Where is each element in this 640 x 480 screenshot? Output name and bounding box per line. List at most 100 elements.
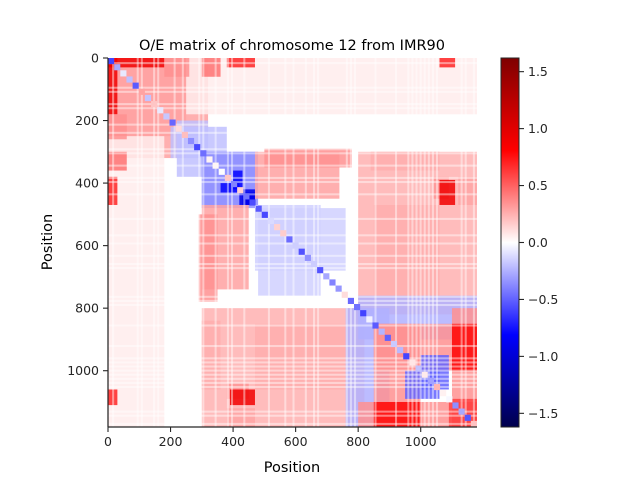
heatmap-stripe: [108, 365, 477, 368]
heatmap-block: [226, 58, 255, 68]
colorbar-tick-label: 0.5: [528, 178, 548, 193]
heatmap-block: [439, 58, 456, 68]
diagonal-cell: [329, 279, 336, 286]
heatmap-stripe: [472, 58, 475, 427]
diagonal-cell: [304, 254, 311, 261]
diagonal-cell: [354, 304, 361, 311]
heatmap-block: [108, 58, 118, 115]
heatmap-stripe: [374, 58, 377, 427]
heatmap-stripe: [108, 386, 477, 389]
heatmap-stripe: [407, 58, 410, 427]
heatmap-stripe: [231, 58, 234, 427]
heatmap-block: [164, 58, 190, 77]
heatmap-block: [201, 58, 221, 77]
diagonal-cell: [206, 156, 213, 163]
colorbar-tick-label: −0.5: [528, 292, 558, 307]
diagonal-cell: [323, 273, 330, 280]
diagonal-cell: [157, 107, 164, 114]
heatmap-stripe: [108, 90, 477, 93]
x-tick-label: 800: [346, 434, 370, 449]
diagonal-cell: [120, 70, 127, 77]
heatmap-stripe: [436, 58, 439, 427]
colorbar-gradient: [500, 57, 520, 428]
heatmap-block: [233, 170, 243, 190]
heatmap-stripe: [108, 299, 477, 302]
diagonal-cell: [249, 199, 256, 206]
heatmap-stripe: [108, 304, 477, 307]
axes: 0 200 400 600 800 1000 0 200 400 600 800 1000: [67, 51, 477, 449]
heatmap-block: [108, 176, 118, 205]
diagonal-cell: [175, 125, 182, 132]
diagonal-cell: [464, 414, 471, 421]
y-tick-label: 0: [91, 51, 99, 66]
heatmap-stripe: [313, 58, 316, 427]
heatmap-stripe: [108, 103, 477, 106]
y-axis-label: Position: [40, 214, 56, 270]
heatmap-stripe: [108, 267, 477, 270]
y-tick-label: 400: [75, 176, 99, 191]
diagonal-cell: [310, 260, 318, 268]
diagonal-cell: [421, 371, 428, 378]
diagonal-cell: [378, 328, 385, 335]
diagonal-cell: [181, 131, 188, 138]
colorbar: −1.5 −1.0 −0.5 0.0 0.5 1.0 1.5: [500, 57, 558, 428]
heatmap-block: [220, 183, 240, 193]
heatmap-stripe: [108, 217, 477, 220]
diagonal-cell: [255, 205, 262, 212]
heatmap-block: [229, 389, 255, 406]
diagonal-cell: [470, 420, 477, 427]
colorbar-tick-label: −1.0: [528, 349, 558, 364]
heatmap-stripe: [108, 123, 477, 126]
heatmap-stripe: [108, 361, 477, 364]
heatmap-block: [108, 389, 118, 406]
heatmap-stripe: [108, 345, 477, 348]
x-tick-label: 600: [284, 434, 308, 449]
heatmap-block: [451, 323, 477, 371]
heatmap-stripe: [284, 58, 287, 427]
diagonal-cell: [433, 383, 441, 391]
heatmap-stripe: [108, 357, 477, 360]
heatmap-block: [201, 308, 365, 427]
diagonal-cell: [415, 365, 422, 372]
heatmap-stripe: [108, 369, 477, 372]
heatmap-stripe: [431, 58, 434, 427]
diagonal-cell: [390, 340, 398, 348]
heatmap-stripe: [108, 377, 477, 380]
colorbar-tick-label: 0.0: [528, 235, 548, 250]
heatmap-stripe: [354, 58, 357, 427]
heatmap-stripe: [108, 107, 477, 110]
diagonal-cell: [169, 119, 176, 126]
heatmap-stripe: [243, 58, 246, 427]
diagonal-cell: [267, 217, 275, 225]
diagonal-cell: [335, 285, 342, 292]
heatmap-stripe: [108, 148, 477, 151]
diagonal-cell: [292, 242, 299, 249]
diagonal-cell: [224, 174, 231, 181]
heatmap-stripe: [267, 58, 270, 427]
heatmap-stripe: [108, 381, 477, 384]
heatmap-stripe: [108, 234, 477, 237]
diagonal-cell: [114, 64, 121, 71]
diagonal-cell: [372, 322, 379, 329]
heatmap-stripe: [108, 414, 477, 417]
heatmap-stripe: [108, 324, 477, 327]
heatmap-block: [108, 114, 127, 140]
diagonal-cell: [384, 334, 391, 341]
heatmap-stripe: [108, 193, 477, 196]
heatmap-stripe: [108, 410, 477, 413]
diagonal-cell: [243, 193, 250, 200]
diagonal-cell: [274, 224, 281, 231]
heatmap-block: [358, 151, 477, 315]
x-tick-label: 1000: [405, 434, 437, 449]
chart-title: O/E matrix of chromosome 12 from IMR90: [139, 38, 445, 54]
diagonal-cell: [341, 291, 348, 298]
x-axis-label: Position: [264, 460, 320, 476]
y-tick-label: 800: [75, 301, 99, 316]
diagonal-cell: [317, 267, 324, 274]
heatmap-cells: [108, 58, 477, 427]
heatmap-block: [198, 214, 218, 302]
heatmap-stripe: [214, 58, 217, 427]
heatmap-stripe: [108, 152, 477, 155]
diagonal-cell: [237, 187, 244, 194]
